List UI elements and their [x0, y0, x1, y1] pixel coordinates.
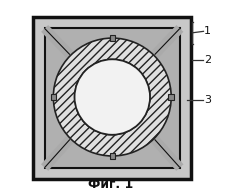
Text: 1: 1 [204, 26, 211, 36]
Bar [110, 35, 115, 41]
Bar [33, 17, 192, 179]
Bar [168, 94, 174, 100]
Bar [110, 153, 115, 159]
Text: Фиг. 1: Фиг. 1 [88, 178, 133, 191]
Circle shape [75, 59, 150, 135]
Text: 3: 3 [204, 95, 211, 105]
Bar [45, 28, 180, 168]
Bar [51, 94, 56, 100]
Text: 2: 2 [204, 55, 211, 65]
